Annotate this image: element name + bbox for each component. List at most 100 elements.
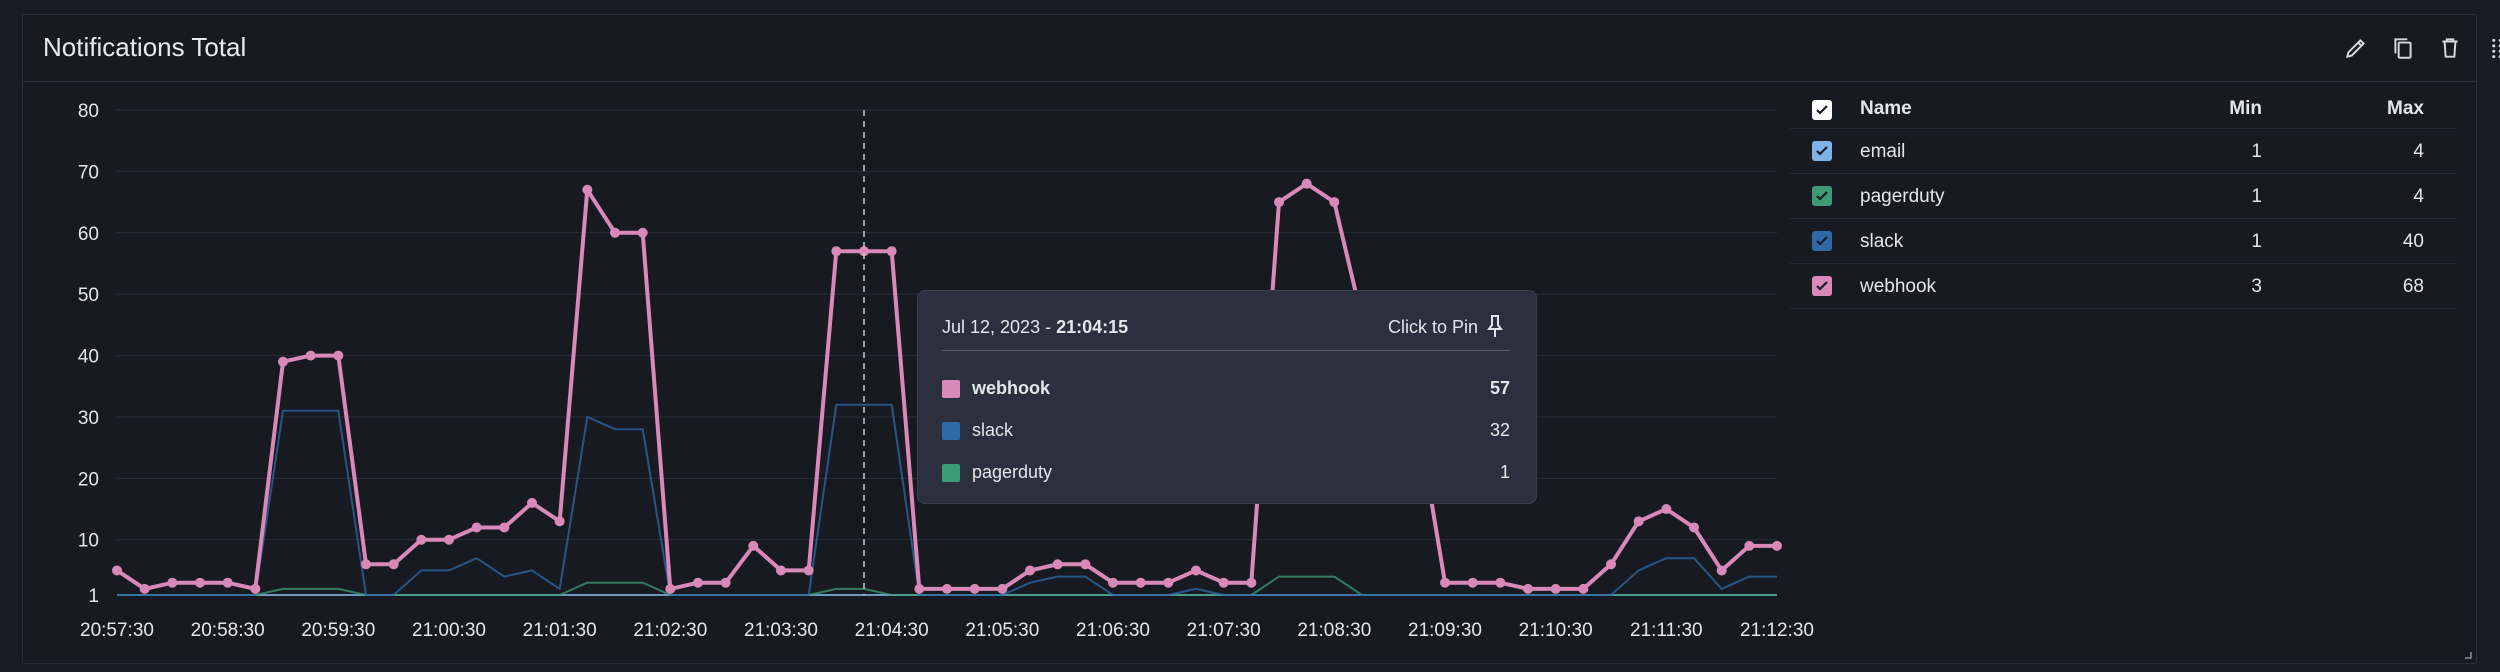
- legend-series-min: 3: [2251, 276, 2262, 297]
- legend-series-max: 4: [2413, 186, 2424, 207]
- legend-series-name: webhook: [1860, 276, 1937, 297]
- data-point-webhook: [803, 565, 814, 576]
- data-point-webhook: [637, 227, 648, 238]
- x-tick-label: 21:09:30: [1408, 620, 1482, 641]
- legend-series-max: 40: [2402, 231, 2424, 252]
- data-point-webhook: [1025, 565, 1035, 576]
- data-point-webhook: [195, 577, 205, 588]
- y-tick-label: 1: [88, 586, 99, 607]
- data-point-webhook: [1080, 559, 1091, 570]
- data-point-webhook: [1633, 516, 1644, 527]
- data-point-webhook: [997, 583, 1008, 594]
- x-tick-label: 21:10:30: [1519, 620, 1593, 641]
- data-point-webhook: [250, 583, 261, 594]
- data-point-webhook: [831, 246, 842, 257]
- tooltip-row-slack: slack 32: [942, 417, 1510, 445]
- y-tick-label: 60: [78, 224, 99, 245]
- data-point-webhook: [582, 184, 593, 195]
- tooltip-date: Jul 12, 2023 - 21:04:15: [942, 317, 1128, 338]
- legend-header-max: Max: [2387, 98, 2424, 119]
- resize-handle-icon[interactable]: [2462, 649, 2472, 659]
- legend-series-min: 1: [2251, 186, 2262, 207]
- tooltip-series-name: pagerduty: [972, 462, 1053, 482]
- x-tick-label: 21:02:30: [633, 620, 707, 641]
- legend-header-name: Name: [1860, 98, 1912, 119]
- tooltip-date-label: Jul 12, 2023 -: [942, 317, 1057, 337]
- series-checkbox[interactable]: [1812, 141, 1832, 161]
- data-point-webhook: [139, 583, 150, 594]
- tooltip-series-value: 32: [1489, 420, 1510, 440]
- data-point-webhook: [1246, 577, 1257, 588]
- pin-icon[interactable]: [1484, 313, 1506, 339]
- legend-series-name: email: [1860, 141, 1906, 162]
- tooltip-series-name: slack: [972, 420, 1014, 440]
- data-point-webhook: [305, 350, 316, 361]
- data-point-webhook: [1135, 577, 1146, 588]
- legend-header-min: Min: [2229, 98, 2262, 119]
- y-tick-label: 20: [78, 469, 99, 490]
- y-tick-label: 80: [78, 101, 99, 122]
- x-tick-label: 21:06:30: [1076, 620, 1150, 641]
- legend-series-max: 68: [2402, 276, 2424, 297]
- x-tick-label: 20:59:30: [301, 620, 375, 641]
- x-tick-label: 21:01:30: [523, 620, 597, 641]
- x-tick-label: 21:11:30: [1630, 620, 1703, 641]
- legend-series-name: pagerduty: [1860, 186, 1945, 207]
- legend-row-slack[interactable]: slack 1 40: [1790, 219, 2456, 264]
- data-point-webhook: [416, 534, 427, 545]
- data-point-webhook: [665, 583, 676, 594]
- legend-row-pagerduty[interactable]: pagerduty 1 4: [1790, 174, 2456, 219]
- chart-tooltip[interactable]: Jul 12, 2023 - 21:04:15 Click to Pin web…: [917, 290, 1537, 504]
- legend-row-email[interactable]: email 1 4: [1790, 129, 2456, 174]
- data-point-webhook: [1495, 577, 1506, 588]
- tooltip-row-webhook: webhook 57: [942, 375, 1510, 403]
- panel-title: Notifications Total: [43, 32, 247, 62]
- data-point-webhook: [444, 534, 454, 545]
- data-point-webhook: [278, 356, 288, 367]
- data-point-webhook: [1578, 583, 1589, 594]
- series-checkbox[interactable]: [1812, 231, 1832, 251]
- panel-header: Notifications Total: [23, 15, 2500, 82]
- data-point-webhook: [1744, 540, 1755, 551]
- series-line-slack: [117, 403, 1777, 596]
- delete-icon[interactable]: [2435, 33, 2465, 63]
- x-tick-label: 21:07:30: [1187, 620, 1261, 641]
- data-point-webhook: [886, 246, 897, 257]
- data-point-webhook: [1689, 522, 1699, 533]
- x-tick-label: 21:00:30: [412, 620, 486, 641]
- series-checkbox[interactable]: [1812, 186, 1832, 206]
- series-checkbox[interactable]: [1812, 276, 1832, 296]
- data-point-webhook: [167, 577, 178, 588]
- y-tick-label: 50: [78, 285, 99, 306]
- legend-row-webhook[interactable]: webhook 3 68: [1790, 264, 2456, 309]
- data-point-webhook: [471, 522, 482, 533]
- data-point-webhook: [720, 577, 731, 588]
- legend-series-min: 1: [2251, 231, 2262, 252]
- data-point-webhook: [1301, 178, 1312, 189]
- series-swatch: [942, 380, 960, 398]
- select-all-checkbox[interactable]: [1812, 100, 1832, 120]
- legend-table: Name Min Max email 1 4 pagerduty 1 4 sla…: [1790, 88, 2456, 309]
- x-tick-label: 21:04:30: [855, 620, 929, 641]
- duplicate-icon[interactable]: [2388, 33, 2418, 63]
- legend-series-min: 1: [2251, 141, 2262, 162]
- data-point-webhook: [499, 522, 510, 533]
- click-to-pin-label[interactable]: Click to Pin: [1387, 317, 1478, 337]
- data-point-webhook: [1274, 197, 1284, 208]
- data-point-webhook: [1218, 577, 1229, 588]
- data-point-webhook: [1467, 577, 1478, 588]
- data-point-webhook: [748, 540, 759, 551]
- legend-series-max: 4: [2413, 141, 2424, 162]
- y-tick-label: 10: [78, 531, 99, 552]
- data-point-webhook: [222, 577, 233, 588]
- data-point-webhook: [776, 565, 786, 576]
- data-point-webhook: [1163, 577, 1174, 588]
- data-point-webhook: [333, 350, 344, 361]
- edit-icon[interactable]: [2341, 33, 2371, 63]
- data-point-webhook: [859, 246, 869, 257]
- data-point-webhook: [527, 497, 537, 508]
- data-point-webhook: [361, 559, 371, 570]
- tooltip-time: 21:04:15: [1056, 317, 1129, 337]
- data-point-webhook: [1440, 577, 1450, 588]
